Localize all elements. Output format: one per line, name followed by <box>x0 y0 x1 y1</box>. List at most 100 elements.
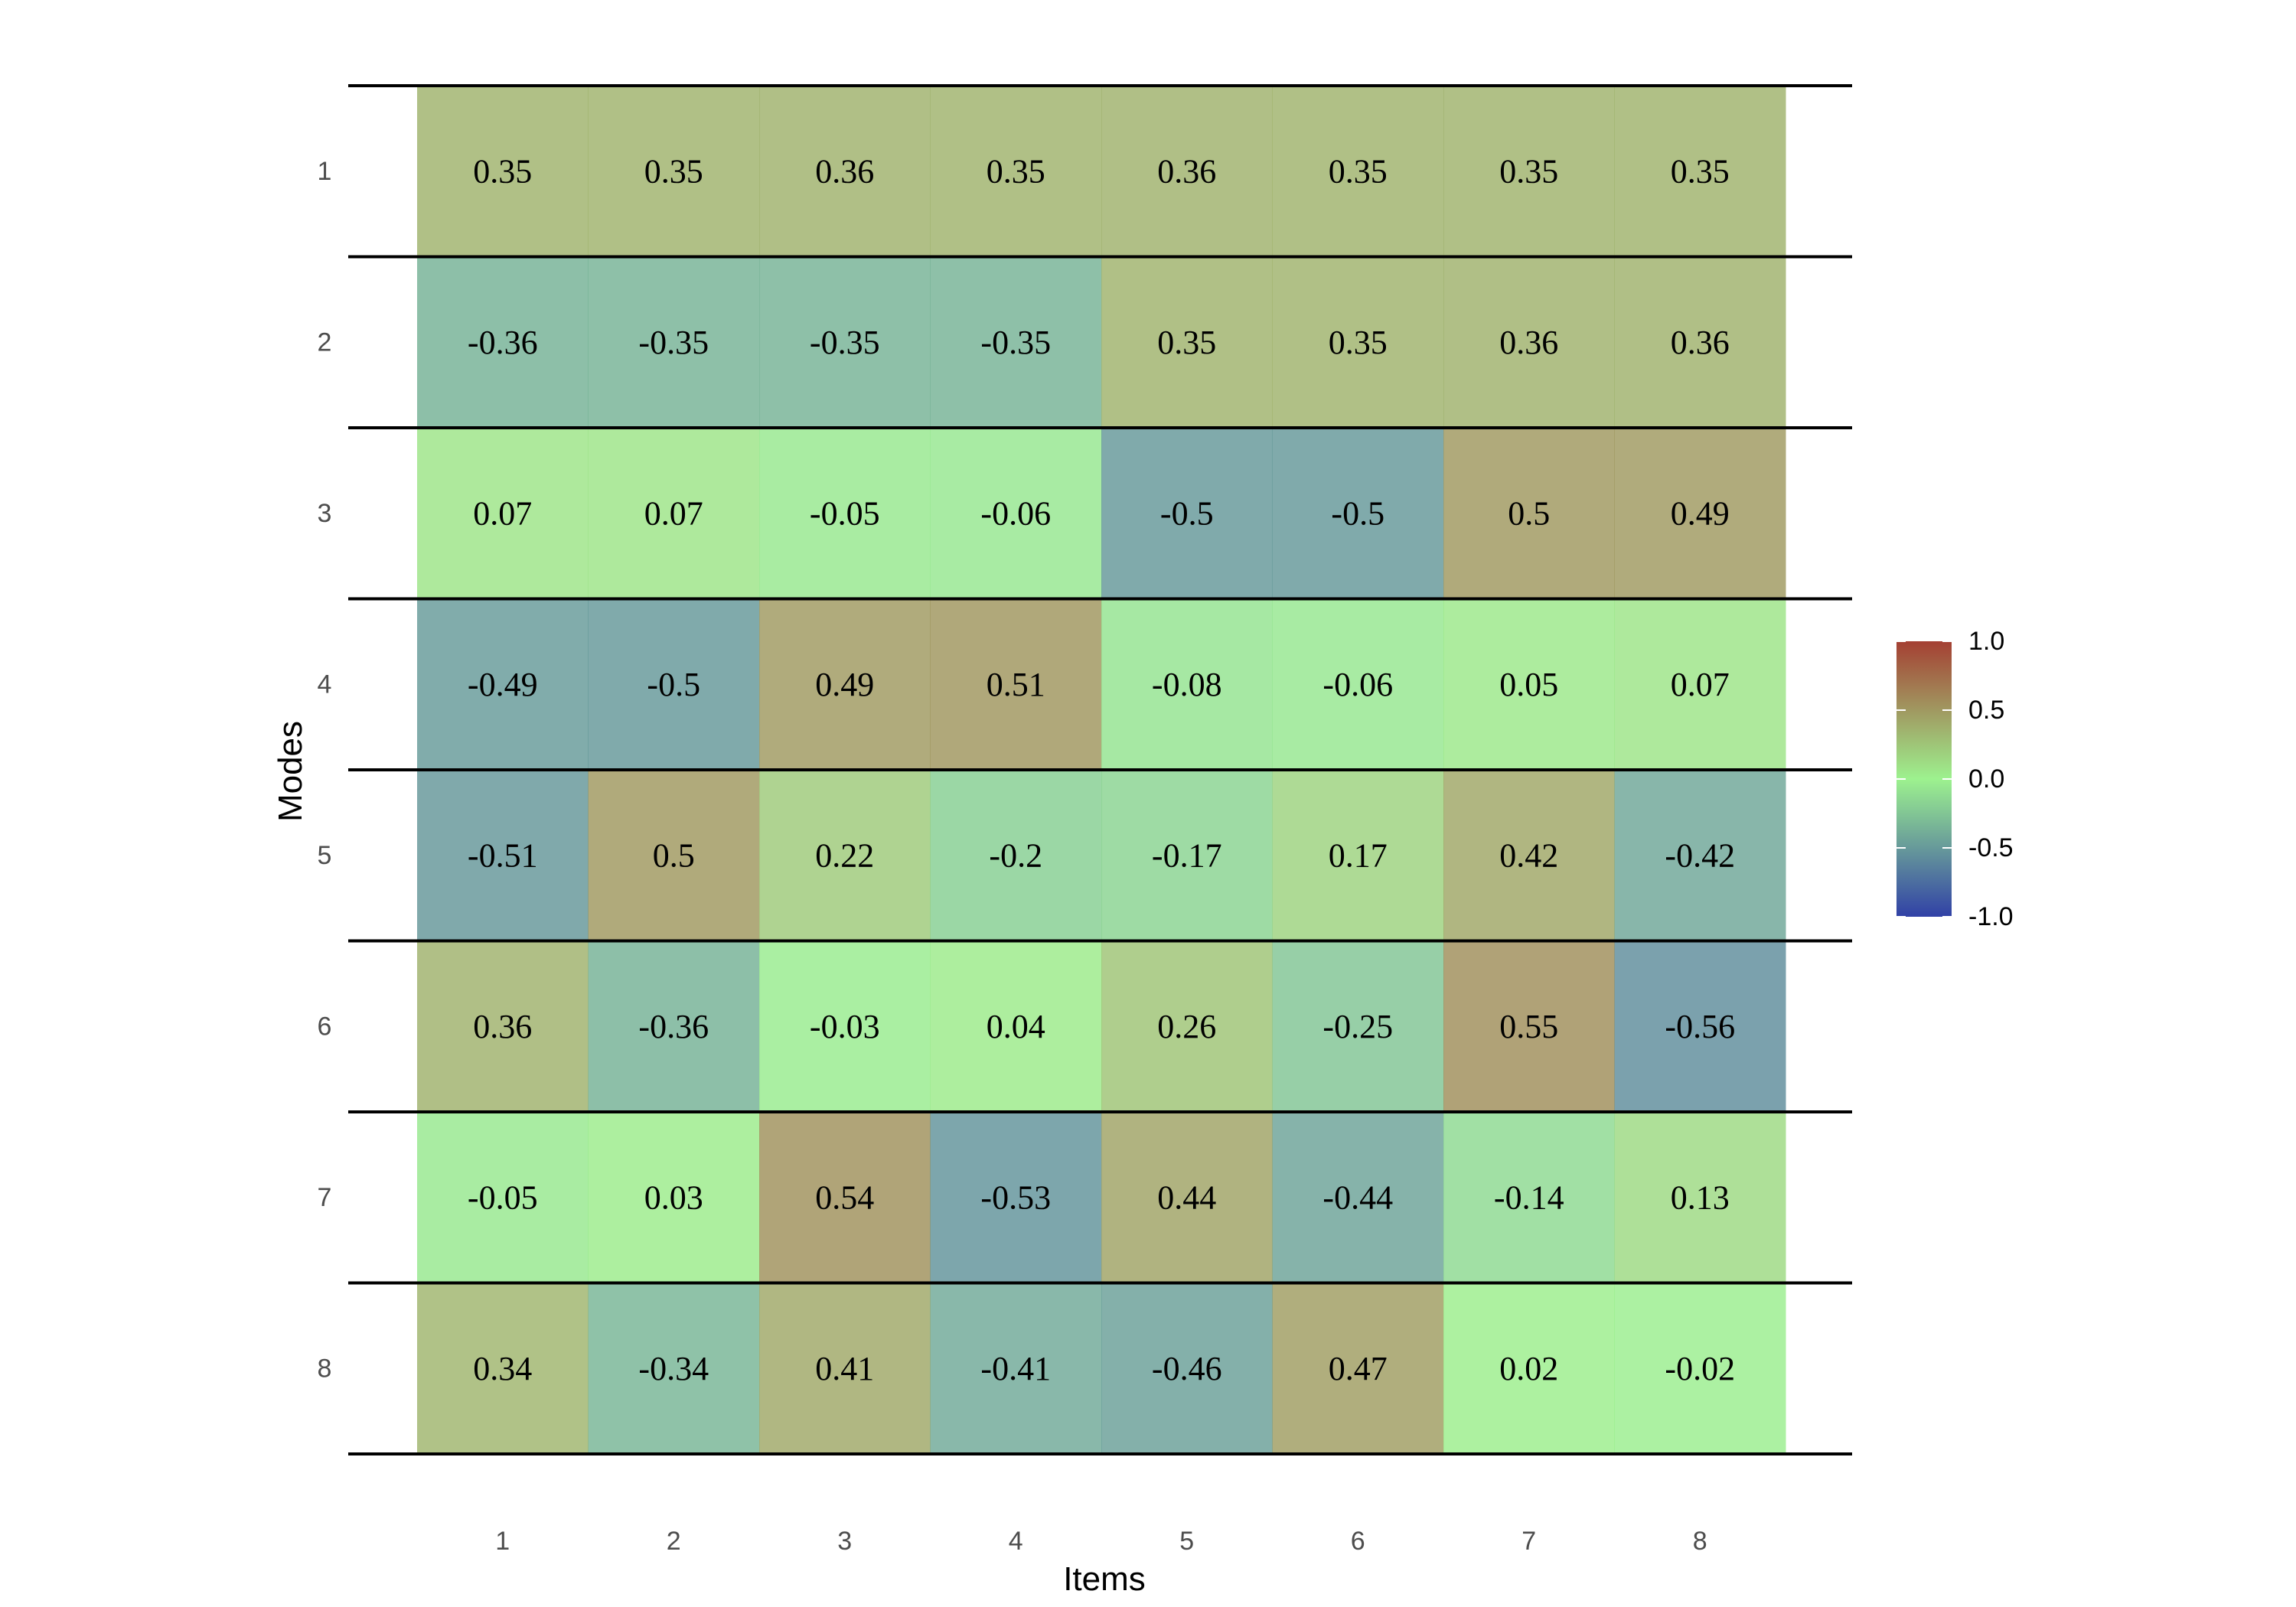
heatmap-cell <box>588 256 760 429</box>
cell-value-label: 0.35 <box>987 152 1045 190</box>
heatmap-cell <box>759 1283 931 1455</box>
cell-value-label: -0.25 <box>1322 1008 1393 1045</box>
cell-value-label: -0.41 <box>980 1350 1051 1387</box>
cell-value-label: -0.2 <box>989 836 1042 874</box>
cell-value-label: 0.47 <box>1329 1350 1388 1387</box>
heatmap-cell <box>1443 86 1615 257</box>
cell-value-label: -0.08 <box>1152 666 1222 703</box>
cell-value-label: 0.05 <box>1499 666 1558 703</box>
y-tick-label: 3 <box>318 499 332 528</box>
cell-value-label: 0.49 <box>815 666 874 703</box>
y-tick-label: 7 <box>318 1183 332 1212</box>
heatmap-cell <box>1101 1283 1273 1455</box>
heatmap-cell <box>417 428 589 599</box>
heatmap-cell <box>759 598 931 771</box>
heatmap-cell <box>1443 428 1615 599</box>
cell-value-label: 0.5 <box>653 836 695 874</box>
heatmap-cell <box>930 256 1102 429</box>
color-legend: 1.0 0.5 0.0 -0.5 -1.0 <box>1896 627 2014 931</box>
heatmap-cell <box>930 428 1102 599</box>
heatmap-cell <box>1614 256 1786 429</box>
heatmap-cell <box>1614 940 1786 1113</box>
x-tick-label: 3 <box>837 1527 852 1556</box>
cell-value-label: 0.35 <box>473 152 532 190</box>
x-axis-title: Items <box>1063 1560 1146 1598</box>
heatmap-cell <box>930 1112 1102 1283</box>
cell-value-label: -0.05 <box>468 1178 538 1216</box>
heatmap-cell <box>930 940 1102 1113</box>
heatmap-cell <box>1614 598 1786 771</box>
heatmap-cell <box>1614 428 1786 599</box>
cell-value-label: -0.35 <box>980 324 1051 361</box>
cell-value-label: 0.44 <box>1157 1178 1216 1216</box>
y-tick-label: 1 <box>318 157 332 186</box>
heatmap-cell <box>1272 428 1444 599</box>
x-tick-label: 4 <box>1009 1527 1023 1556</box>
heatmap-cell <box>1272 770 1444 941</box>
cell-value-label: 0.13 <box>1671 1178 1730 1216</box>
heatmap-cell <box>588 1112 760 1283</box>
cell-value-label: 0.07 <box>473 494 532 532</box>
cell-value-label: 0.35 <box>1329 152 1388 190</box>
y-tick-label: 5 <box>318 841 332 870</box>
heatmap-cell <box>1101 770 1273 941</box>
heatmap-cell <box>1272 86 1444 257</box>
heatmap-cell <box>759 770 931 941</box>
x-tick-label: 8 <box>1693 1527 1707 1556</box>
cell-value-label: -0.17 <box>1152 836 1222 874</box>
heatmap-cell <box>417 256 589 429</box>
cell-value-label: -0.5 <box>647 666 700 703</box>
cell-value-label: -0.35 <box>638 324 709 361</box>
heatmap-cell <box>1443 256 1615 429</box>
heatmap-cell <box>759 86 931 257</box>
cell-value-label: 0.22 <box>815 836 874 874</box>
heatmap-cell <box>1272 256 1444 429</box>
cell-value-label: -0.36 <box>468 324 538 361</box>
cell-value-label: -0.42 <box>1665 836 1735 874</box>
heatmap-cell <box>1614 86 1786 257</box>
heatmap-cell <box>1101 86 1273 257</box>
cell-value-label: -0.14 <box>1494 1178 1564 1216</box>
heatmap-cell <box>1272 1112 1444 1283</box>
cell-value-label: -0.03 <box>810 1008 880 1045</box>
y-tick-label: 2 <box>318 328 332 357</box>
cell-value-label: 0.42 <box>1499 836 1558 874</box>
cell-value-label: 0.35 <box>1499 152 1558 190</box>
heatmap-cell <box>1443 1283 1615 1455</box>
cell-value-label: -0.51 <box>468 836 538 874</box>
heatmap-cell <box>1101 598 1273 771</box>
cell-value-label: -0.5 <box>1331 494 1384 532</box>
cell-value-label: 0.35 <box>644 152 703 190</box>
heatmap-cell <box>1272 940 1444 1113</box>
x-tick-label: 2 <box>667 1527 681 1556</box>
y-tick-label: 8 <box>318 1354 332 1383</box>
cell-value-labels: 0.35 0.35 0.36 0.35 0.36 0.35 0.35 0.35 -0.36 -0.… <box>468 152 1735 1387</box>
cell-value-label: -0.06 <box>1322 666 1393 703</box>
cell-value-label: 0.35 <box>1671 152 1730 190</box>
heatmap-cell <box>417 1112 589 1283</box>
cell-value-label: 0.36 <box>1671 324 1730 361</box>
heatmap-cell <box>930 1283 1102 1455</box>
heatmap-cell <box>417 940 589 1113</box>
cell-value-label: 0.34 <box>473 1350 532 1387</box>
heatmap-cell <box>417 770 589 941</box>
legend-tick-label: -0.5 <box>1968 833 2014 862</box>
heatmap-cell <box>930 86 1102 257</box>
x-tick-label: 5 <box>1179 1527 1194 1556</box>
cell-value-label: 0.5 <box>1508 494 1550 532</box>
heatmap-cell <box>759 1112 931 1283</box>
heatmap-cell <box>588 1283 760 1455</box>
cell-value-label: -0.06 <box>980 494 1051 532</box>
heatmap-cells <box>417 86 1786 1455</box>
x-axis-tick-labels: 1 2 3 4 5 6 7 8 <box>495 1527 1707 1556</box>
cell-value-label: -0.02 <box>1665 1350 1735 1387</box>
heatmap-cell <box>588 940 760 1113</box>
cell-value-label: 0.54 <box>815 1178 874 1216</box>
cell-value-label: 0.04 <box>987 1008 1045 1045</box>
cell-value-label: 0.26 <box>1157 1008 1216 1045</box>
heatmap-cell <box>1614 770 1786 941</box>
heatmap-cell <box>1272 1283 1444 1455</box>
cell-value-label: -0.56 <box>1665 1008 1735 1045</box>
cell-value-label: -0.46 <box>1152 1350 1222 1387</box>
cell-value-label: -0.44 <box>1322 1178 1393 1216</box>
